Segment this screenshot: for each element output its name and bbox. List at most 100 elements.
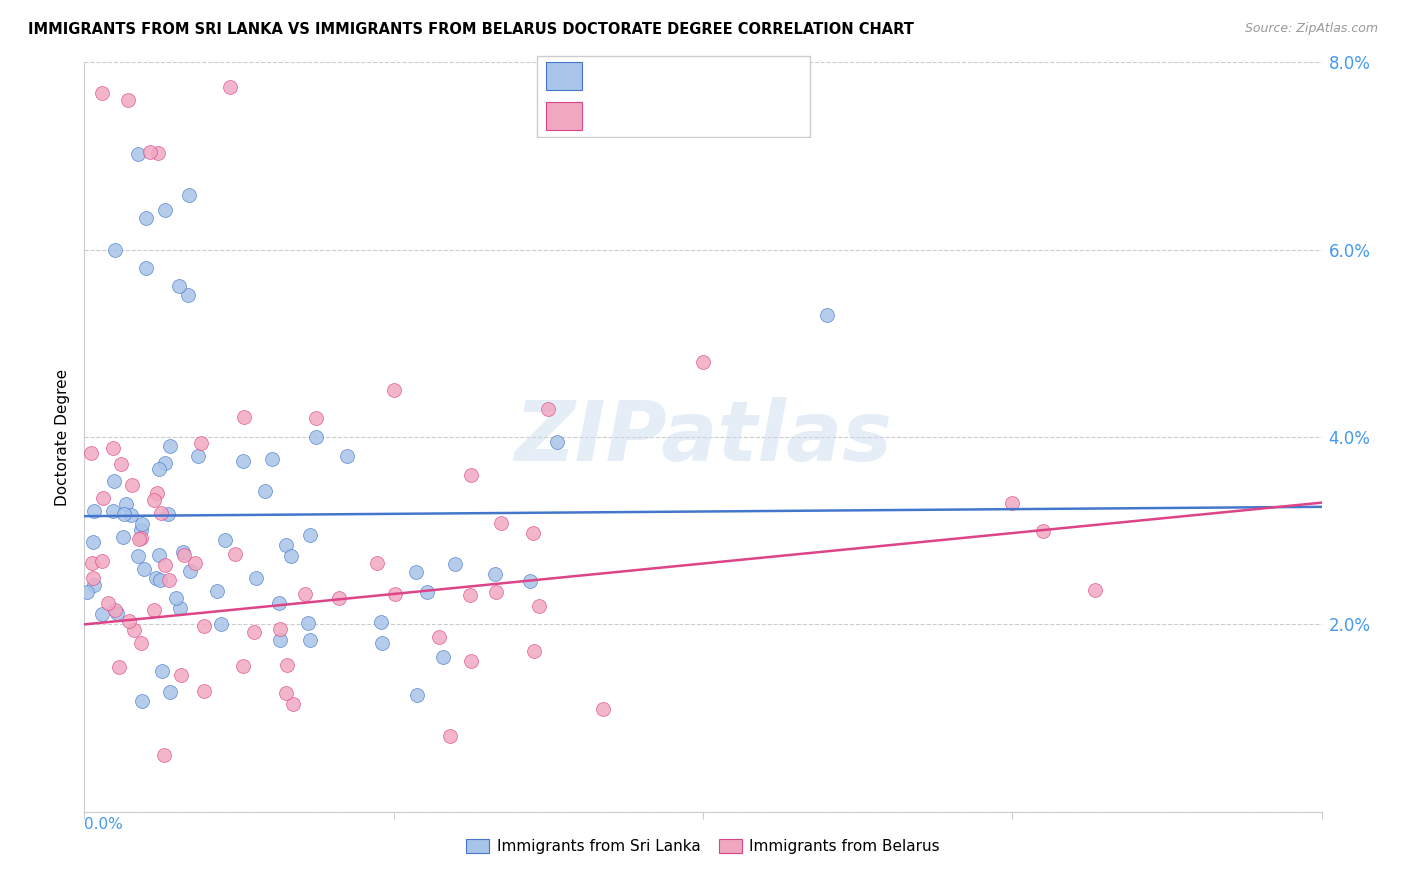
Point: [274, 538, 297, 552]
Text: N = 64: N = 64: [725, 106, 787, 124]
Point: [269, 633, 291, 648]
Point: [371, 636, 394, 650]
Point: [135, 211, 157, 225]
Point: [276, 657, 298, 672]
Point: [112, 530, 135, 544]
Legend: Immigrants from Sri Lanka, Immigrants from Belarus: Immigrants from Sri Lanka, Immigrants fr…: [460, 833, 946, 860]
Point: [519, 574, 541, 588]
Point: [167, 279, 190, 293]
Point: [224, 547, 246, 561]
Point: [1001, 495, 1024, 509]
Point: [281, 697, 304, 711]
Point: [153, 202, 176, 217]
Point: [120, 508, 142, 523]
Point: [427, 630, 450, 644]
Point: [118, 615, 141, 629]
Point: [183, 556, 205, 570]
Point: [439, 729, 461, 743]
Point: [298, 528, 321, 542]
Point: [159, 685, 181, 699]
Point: [460, 467, 482, 482]
Point: [592, 701, 614, 715]
Point: [129, 531, 152, 545]
FancyBboxPatch shape: [546, 62, 582, 90]
Text: 0.0%: 0.0%: [84, 817, 124, 832]
Text: ZIPatlas: ZIPatlas: [515, 397, 891, 477]
Point: [218, 79, 240, 94]
Point: [384, 587, 406, 601]
Point: [328, 591, 350, 605]
Point: [131, 694, 153, 708]
Point: [131, 516, 153, 531]
Point: [370, 615, 392, 630]
Point: [127, 147, 149, 161]
Point: [815, 308, 838, 322]
Point: [83, 504, 105, 518]
Point: [267, 596, 290, 610]
Point: [159, 439, 181, 453]
Point: [139, 145, 162, 159]
Point: [405, 565, 427, 579]
Point: [523, 644, 546, 658]
Point: [172, 545, 194, 559]
Point: [148, 548, 170, 562]
Point: [104, 243, 127, 257]
Point: [432, 649, 454, 664]
Point: [205, 584, 228, 599]
FancyBboxPatch shape: [546, 102, 582, 130]
Point: [522, 525, 544, 540]
Point: [157, 573, 180, 587]
Point: [193, 618, 215, 632]
Point: [143, 492, 166, 507]
Point: [405, 688, 427, 702]
Point: [537, 401, 560, 416]
Text: R = 0.006: R = 0.006: [591, 68, 673, 86]
Point: [382, 384, 405, 398]
Point: [173, 548, 195, 562]
Point: [179, 564, 201, 578]
Point: [115, 497, 138, 511]
Point: [491, 516, 513, 530]
Point: [254, 483, 277, 498]
Point: [209, 616, 232, 631]
FancyBboxPatch shape: [537, 56, 810, 136]
Point: [108, 660, 131, 674]
Point: [145, 486, 167, 500]
Point: [280, 549, 302, 563]
Point: [484, 567, 506, 582]
Text: R =   0.111: R = 0.111: [591, 106, 685, 124]
Point: [153, 456, 176, 470]
Point: [177, 288, 200, 302]
Point: [90, 86, 112, 100]
Point: [190, 436, 212, 450]
Point: [460, 589, 482, 603]
Point: [260, 452, 283, 467]
Point: [444, 557, 467, 571]
Point: [193, 684, 215, 698]
Point: [76, 585, 98, 599]
Point: [101, 504, 124, 518]
Point: [169, 601, 191, 615]
Point: [135, 261, 157, 276]
Point: [460, 654, 482, 668]
Point: [129, 523, 152, 537]
Point: [299, 632, 322, 647]
Point: [83, 578, 105, 592]
Point: [105, 606, 128, 620]
Text: IMMIGRANTS FROM SRI LANKA VS IMMIGRANTS FROM BELARUS DOCTORATE DEGREE CORRELATIO: IMMIGRANTS FROM SRI LANKA VS IMMIGRANTS …: [28, 22, 914, 37]
Point: [274, 686, 297, 700]
Point: [145, 571, 167, 585]
Point: [214, 533, 236, 548]
Point: [122, 623, 145, 637]
Point: [91, 554, 114, 568]
Point: [104, 602, 127, 616]
Y-axis label: Doctorate Degree: Doctorate Degree: [55, 368, 70, 506]
Point: [82, 534, 104, 549]
Point: [132, 562, 155, 576]
Point: [245, 571, 267, 585]
Point: [165, 591, 187, 605]
Point: [692, 355, 714, 369]
Point: [91, 607, 114, 622]
Point: [153, 558, 176, 572]
Point: [79, 446, 101, 460]
